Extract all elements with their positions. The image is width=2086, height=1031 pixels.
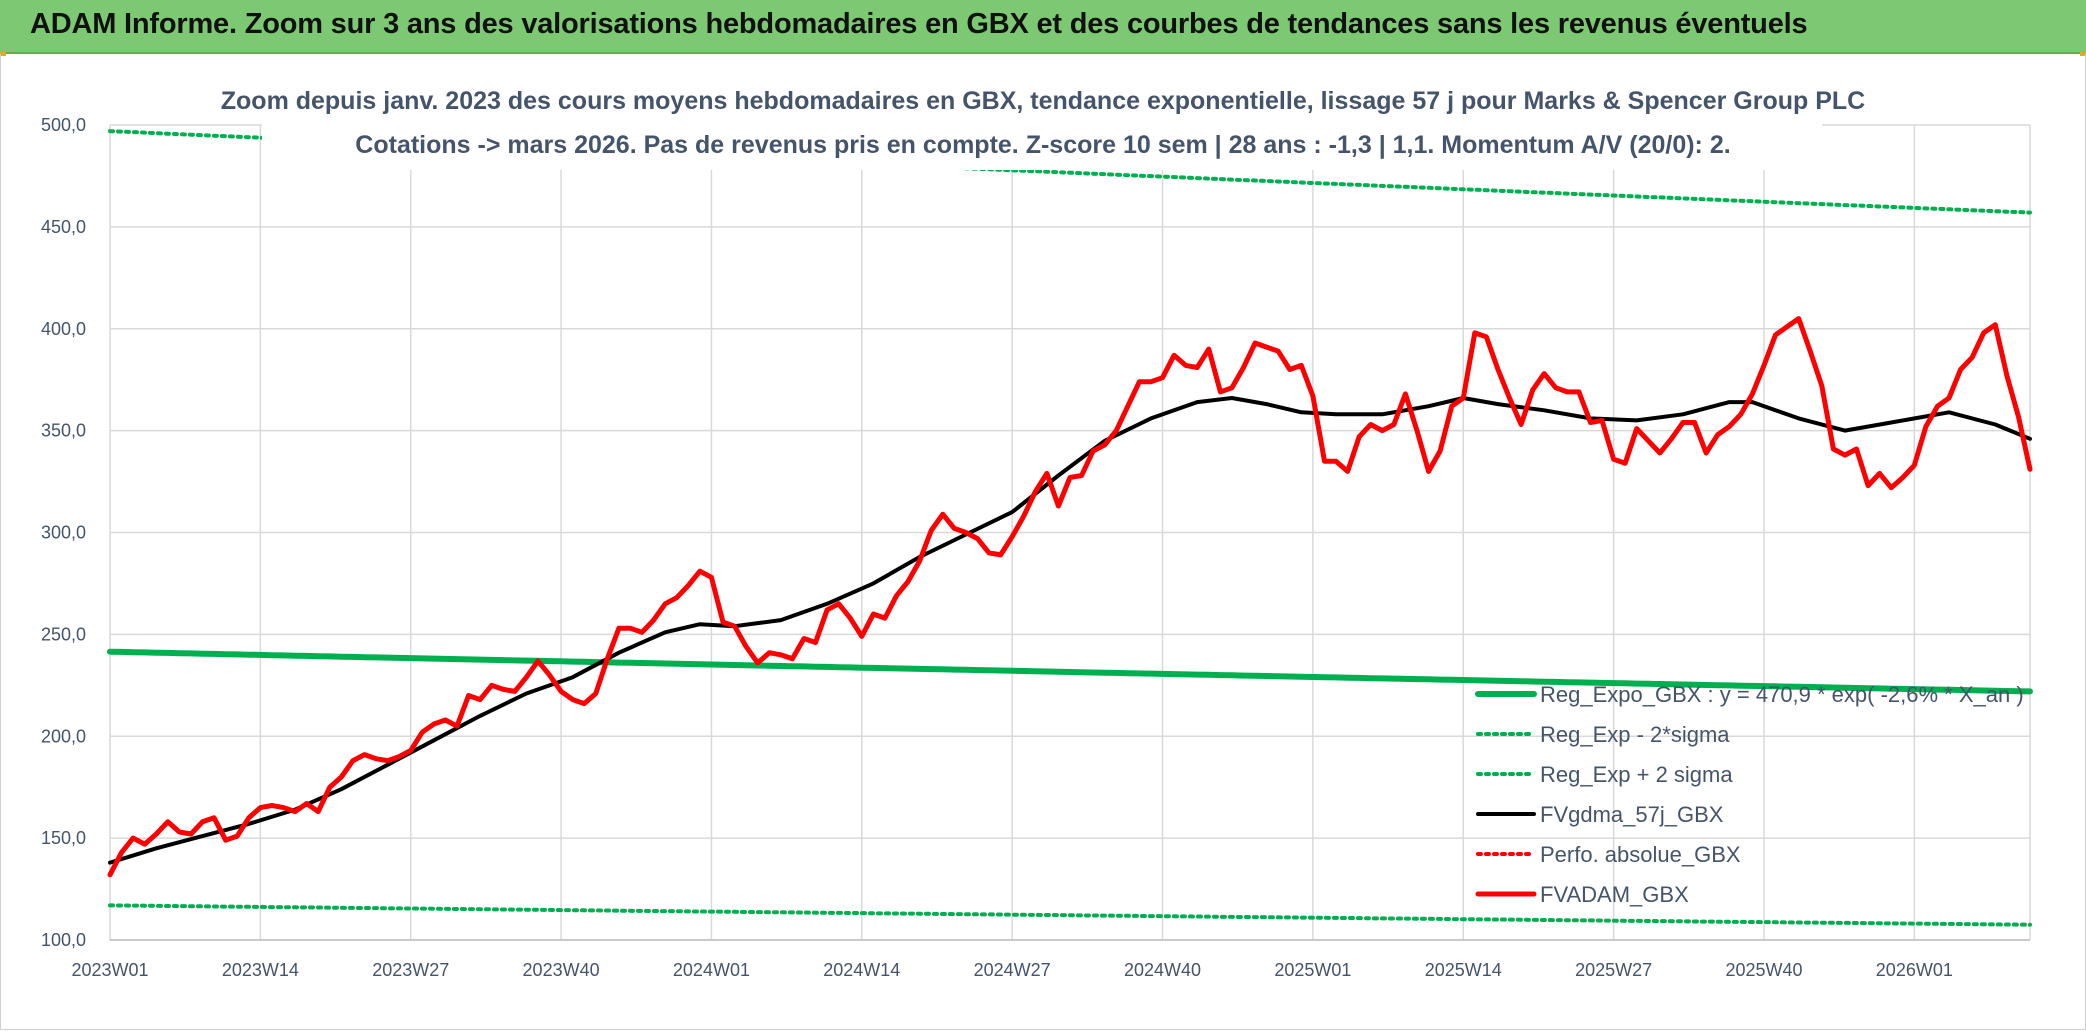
grid: [109, 124, 2031, 941]
chart-title: Zoom depuis janv. 2023 des cours moyens …: [221, 87, 1865, 115]
x-tick-label: 2025W14: [1425, 960, 1502, 980]
report-title: ADAM Informe. Zoom sur 3 ans des valoris…: [30, 8, 1808, 40]
x-tick-label: 2025W01: [1274, 960, 1351, 980]
series-line-5: [107, 316, 2033, 878]
y-tick-label: 350,0: [41, 421, 86, 441]
series-layer: [107, 129, 2033, 927]
series-line-3: [108, 396, 2032, 865]
y-tick-label: 150,0: [41, 828, 86, 848]
x-tick-label: 2025W27: [1575, 960, 1652, 980]
x-tick-label: 2024W01: [673, 960, 750, 980]
legend-label: Reg_Exp - 2*sigma: [1540, 722, 1730, 747]
y-tick-label: 250,0: [41, 624, 86, 644]
x-tick-label: 2025W40: [1725, 960, 1802, 980]
y-tick-label: 450,0: [41, 217, 86, 237]
x-tick-label: 2024W14: [823, 960, 900, 980]
chart-subtitle: Cotations -> mars 2026. Pas de revenus p…: [355, 131, 1730, 159]
subtitle-background: [262, 82, 1822, 170]
banner-corner-left: [0, 52, 6, 56]
x-tick-label: 2024W27: [974, 960, 1051, 980]
series-line-1: [108, 903, 2032, 927]
x-tick-label: 2023W27: [372, 960, 449, 980]
y-tick-label: 300,0: [41, 523, 86, 543]
x-tick-label: 2024W40: [1124, 960, 1201, 980]
legend: Reg_Expo_GBX : y = 470,9 * exp( -2,6% * …: [1475, 682, 2024, 907]
banner-corner-right: [2080, 52, 2086, 56]
x-tick-label: 2023W01: [71, 960, 148, 980]
y-tick-label: 200,0: [41, 726, 86, 746]
y-axis-ticks: 100,0 150,0 200,0 250,0 300,0 350,0 400,0 450,0…: [41, 115, 86, 950]
legend-label: Reg_Exp + 2 sigma: [1540, 762, 1733, 787]
y-tick-label: 400,0: [41, 319, 86, 339]
x-tick-label: 2026W01: [1876, 960, 1953, 980]
x-tick-label: 2023W40: [523, 960, 600, 980]
legend-label: FVADAM_GBX: [1540, 882, 1689, 907]
x-axis-ticks: 2023W01 2023W14 2023W27 2023W40 2024W01 2024W…: [71, 960, 1952, 980]
legend-label: FVgdma_57j_GBX: [1540, 802, 1724, 827]
title-banner: ADAM Informe. Zoom sur 3 ans des valoris…: [0, 0, 2086, 54]
legend-label: Perfo. absolue_GBX: [1540, 842, 1741, 867]
x-tick-label: 2023W14: [222, 960, 299, 980]
y-tick-label: 500,0: [41, 115, 86, 135]
y-tick-label: 100,0: [41, 930, 86, 950]
legend-label: Reg_Expo_GBX : y = 470,9 * exp( -2,6% * …: [1540, 682, 2024, 707]
series-line-0: [107, 648, 2033, 695]
